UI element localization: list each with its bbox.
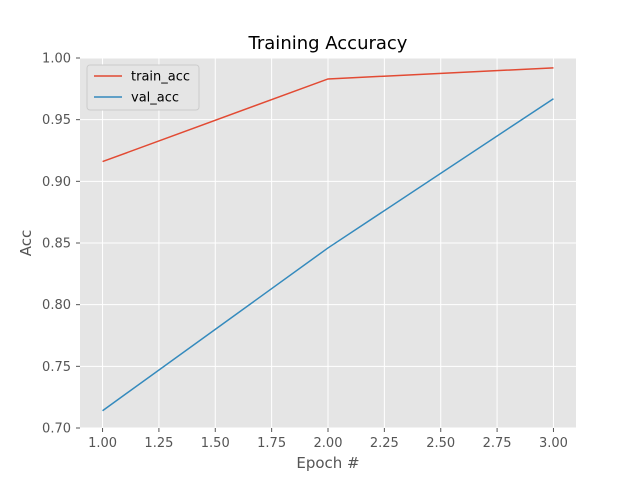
x-tick-label: 2.00 xyxy=(314,436,343,451)
grid-lines xyxy=(80,57,576,429)
x-tick-label: 1.00 xyxy=(88,436,117,451)
data-series xyxy=(102,67,554,412)
x-tick-label: 1.50 xyxy=(201,436,230,451)
legend: train_acc val_acc xyxy=(86,64,200,111)
y-tick-label: 0.70 xyxy=(42,422,71,437)
x-tick-label: 2.50 xyxy=(426,436,455,451)
legend-label-train-acc: train_acc xyxy=(131,70,190,85)
y-tick-label: 1.00 xyxy=(42,52,71,67)
x-axis-label: Epoch # xyxy=(296,454,359,472)
y-tick-label: 0.80 xyxy=(42,298,71,313)
x-tick-label: 1.25 xyxy=(144,436,173,451)
chart-title: Training Accuracy xyxy=(248,33,408,54)
y-tick-label: 0.85 xyxy=(42,237,71,252)
y-tick-label: 0.95 xyxy=(42,113,71,128)
y-axis-label: Acc xyxy=(17,230,35,257)
series-line-val-acc xyxy=(102,98,554,412)
y-tick-label: 0.90 xyxy=(42,175,71,190)
series-line-train-acc xyxy=(102,67,554,163)
y-tick-label: 0.75 xyxy=(42,360,71,375)
x-tick-label: 2.75 xyxy=(483,436,512,451)
x-tick-label: 2.25 xyxy=(370,436,399,451)
axis-ticks: 1.00 1.25 1.50 1.75 2.00 2.25 2.50 2.75 3.00 0.70… xyxy=(42,52,568,452)
legend-label-val-acc: val_acc xyxy=(131,91,179,106)
x-tick-label: 3.00 xyxy=(539,436,568,451)
x-tick-label: 1.75 xyxy=(257,436,286,451)
